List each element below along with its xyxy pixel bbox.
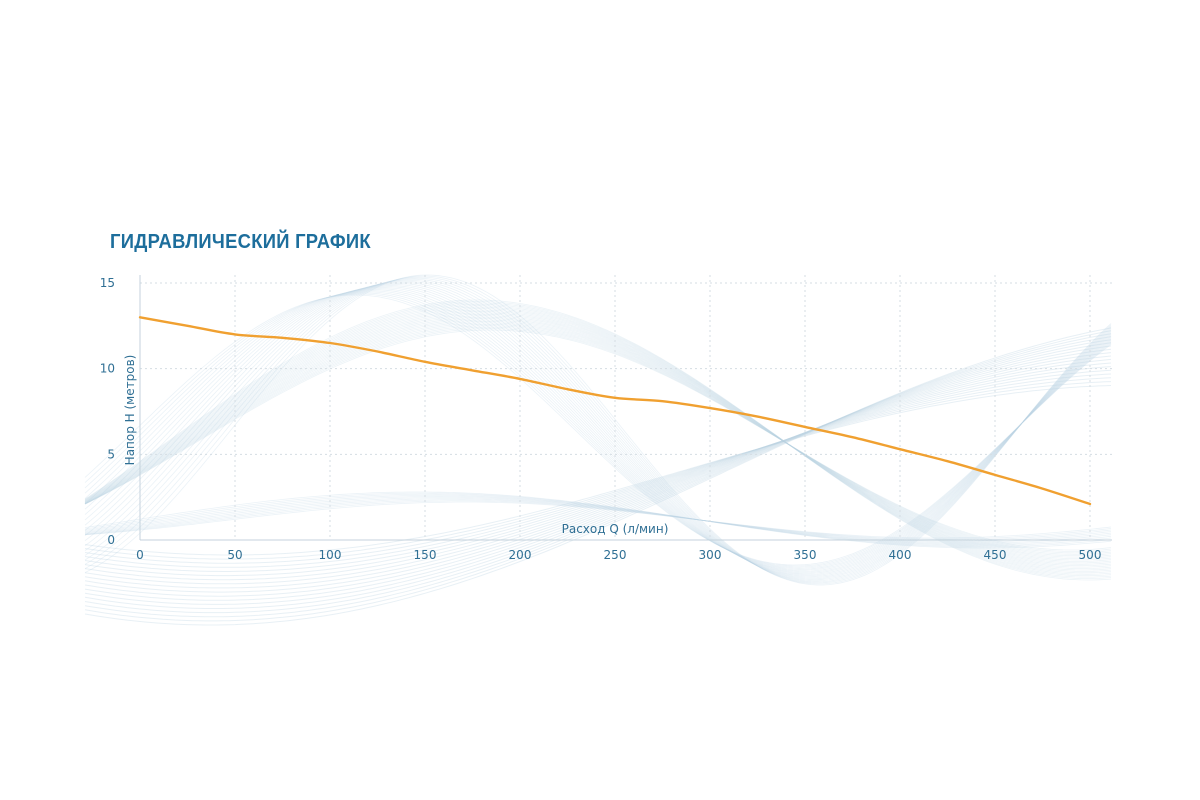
x-tick-label: 50 (227, 548, 242, 562)
x-tick-label: 200 (509, 548, 532, 562)
grid-lines (140, 275, 1112, 540)
y-tick-label: 10 (100, 362, 115, 376)
y-axis-title: Напор H (метров) (123, 355, 137, 466)
x-tick-label: 250 (604, 548, 627, 562)
series-line-head (138, 316, 1092, 506)
x-tick-label: 100 (319, 548, 342, 562)
y-tick-label: 15 (100, 276, 115, 290)
series-group (138, 316, 1092, 506)
x-tick-label: 0 (136, 548, 144, 562)
x-tick-label: 500 (1079, 548, 1102, 562)
decorative-wave-background (84, 274, 1112, 626)
y-tick-label: 0 (107, 533, 115, 547)
y-tick-label: 5 (107, 447, 115, 461)
y-tick-labels: 0 5 10 15 (100, 276, 115, 547)
x-tick-label: 450 (984, 548, 1007, 562)
x-tick-label: 300 (699, 548, 722, 562)
x-tick-labels: 0 50 100 150 200 250 300 350 400 450 500 (136, 548, 1101, 562)
x-tick-label: 350 (794, 548, 817, 562)
x-tick-label: 150 (414, 548, 437, 562)
x-tick-label: 400 (889, 548, 912, 562)
axes (139, 275, 1112, 541)
chart-title: ГИДРАВЛИЧЕСКИЙ ГРАФИК (110, 231, 371, 253)
x-axis-title: Расход Q (л/мин) (562, 522, 669, 536)
